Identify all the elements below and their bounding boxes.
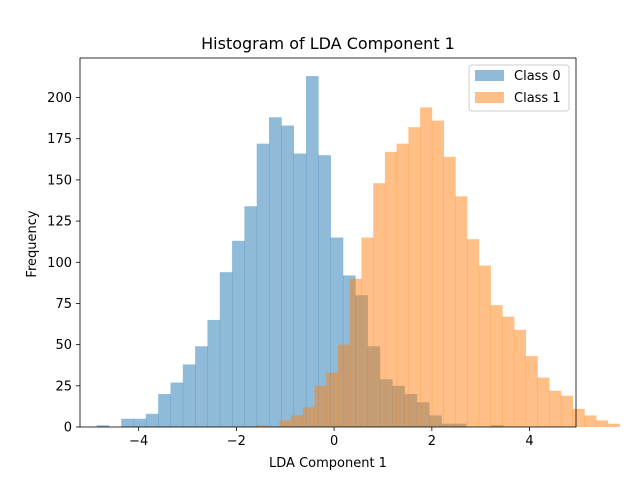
histogram-bar [314, 385, 327, 427]
histogram-bar [490, 305, 503, 427]
legend-label: Class 1 [514, 91, 561, 106]
histogram-bar [182, 364, 196, 427]
histogram-bar [584, 415, 597, 427]
histogram-bar [195, 346, 208, 427]
y-tick-label: 150 [47, 173, 72, 188]
histogram-bar [537, 377, 550, 427]
y-axis-label: Frequency [25, 210, 40, 277]
histogram-bar [256, 143, 270, 427]
y-tick-label: 125 [47, 215, 72, 230]
histogram-bar [158, 394, 171, 427]
x-tick-label: 4 [525, 434, 533, 449]
histogram-bar [525, 356, 538, 427]
histogram-bar [281, 125, 295, 427]
histogram-bar [293, 153, 307, 428]
legend-swatch [475, 70, 504, 81]
histogram-bar [133, 418, 147, 427]
histogram-bar [349, 278, 362, 427]
histogram-bar [420, 107, 433, 428]
histogram-bar [607, 423, 620, 427]
histogram-bar [513, 329, 527, 427]
histogram-bar [207, 319, 221, 427]
histogram-bar [373, 183, 386, 427]
histogram-bar [302, 407, 315, 427]
x-tick-label: 2 [428, 434, 436, 449]
histogram-bar [396, 143, 409, 427]
histogram-bar [455, 196, 468, 428]
histogram-bar [572, 408, 585, 427]
histogram-bar [269, 117, 282, 428]
x-axis-label: LDA Component 1 [269, 456, 387, 471]
histogram-bar [384, 151, 398, 427]
histogram-bar [255, 425, 269, 427]
histogram-bar [596, 420, 609, 427]
histogram-bar [170, 382, 184, 427]
y-tick-label: 75 [55, 297, 72, 312]
series-class-0-bars [96, 76, 504, 428]
histogram-bar [305, 76, 319, 428]
chart-title: Histogram of LDA Component 1 [201, 34, 455, 53]
legend: Class 0 Class 1 [468, 64, 570, 112]
axes: −4 −2 0 2 4 0 25 50 75 100 125 150 175 200 [47, 57, 577, 449]
y-tick-label: 25 [55, 379, 72, 394]
x-tick-label: −4 [129, 434, 148, 449]
histogram-bar [467, 239, 480, 427]
histogram-bar [478, 265, 491, 427]
y-tick-label: 0 [64, 421, 72, 436]
histogram-bar [291, 415, 304, 427]
y-tick-label: 200 [47, 91, 72, 106]
legend-label: Class 0 [514, 69, 561, 84]
histogram-bar [431, 120, 444, 427]
histogram-bar [549, 390, 562, 427]
y-tick-label: 50 [55, 338, 72, 353]
histogram-bar [279, 420, 292, 427]
y-tick-label: 100 [47, 256, 72, 271]
histogram-bar [560, 395, 573, 427]
histogram-bar [145, 413, 159, 427]
histogram-bar [502, 316, 515, 427]
y-tick-label: 175 [47, 132, 72, 147]
histogram-bar [244, 206, 258, 427]
histogram-bar [96, 425, 110, 427]
histogram-bar [443, 156, 456, 427]
histogram-bar [219, 272, 233, 427]
histogram-bar [318, 155, 331, 427]
legend-swatch [475, 92, 504, 103]
series-class-1-bars [255, 107, 620, 428]
plot-frame [79, 57, 577, 428]
x-tick-label: 0 [330, 434, 338, 449]
histogram-bar [232, 240, 245, 427]
histogram-bar [338, 344, 351, 427]
histogram-bar [408, 127, 421, 427]
x-tick-label: −2 [227, 434, 246, 449]
histogram-bar [361, 237, 374, 427]
histogram-bar [326, 372, 339, 427]
histogram-bar [121, 418, 134, 427]
